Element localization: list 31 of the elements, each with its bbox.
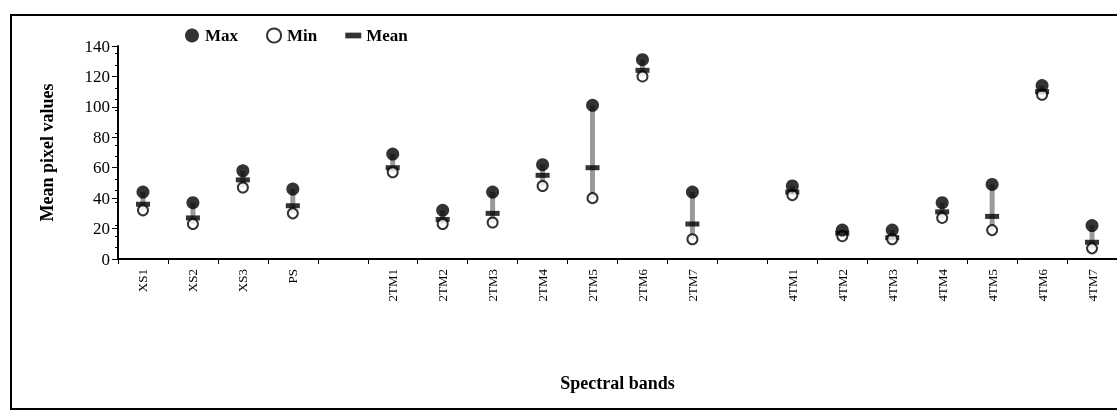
x-tick-label: XS1 bbox=[135, 269, 151, 293]
x-tick-label: XS2 bbox=[185, 269, 201, 293]
x-tick-label: 2TM2 bbox=[435, 269, 451, 302]
x-tick-label: 4TM1 bbox=[784, 269, 800, 302]
legend-label: Max bbox=[205, 26, 239, 45]
x-tick-label: 2TM7 bbox=[684, 268, 700, 302]
y-tick-label: 140 bbox=[84, 36, 110, 56]
x-axis-title: Spectral bands bbox=[560, 373, 675, 393]
y-tick-label: 120 bbox=[84, 66, 110, 86]
x-tick-label: 4TM6 bbox=[1034, 268, 1050, 302]
x-tick-label: 4TM3 bbox=[884, 269, 900, 302]
x-tick-label: 4TM7 bbox=[1084, 268, 1100, 302]
legend-label: Min bbox=[287, 26, 318, 45]
y-tick-label: 40 bbox=[93, 188, 110, 208]
x-tick-label: 4TM5 bbox=[984, 269, 1000, 302]
y-tick-label: 80 bbox=[93, 127, 110, 147]
x-tick-label: XS3 bbox=[235, 269, 251, 293]
y-tick-label: 60 bbox=[93, 158, 110, 178]
y-axis-title: Mean pixel values bbox=[37, 83, 57, 222]
x-tick-label: 4TM4 bbox=[934, 268, 950, 302]
x-tick-label: 4TM2 bbox=[834, 269, 850, 302]
x-tick-label: 2TM4 bbox=[535, 268, 551, 302]
legend-label: Mean bbox=[366, 26, 409, 45]
x-tick-label: 2TM3 bbox=[485, 269, 501, 302]
x-tick-label: 2TM6 bbox=[634, 268, 650, 302]
y-tick-label: 20 bbox=[93, 219, 110, 239]
x-tick-label: 2TM1 bbox=[385, 269, 401, 302]
x-tick-label: PS bbox=[285, 269, 301, 284]
x-tick-label: 2TM5 bbox=[585, 269, 601, 302]
y-tick-label: 100 bbox=[84, 97, 110, 117]
y-tick-label: 0 bbox=[101, 249, 110, 269]
